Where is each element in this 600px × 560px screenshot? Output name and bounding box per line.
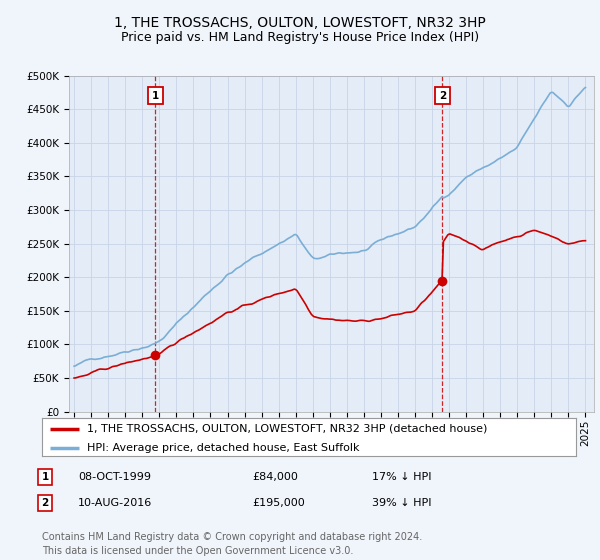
Text: 1: 1 (152, 91, 159, 101)
Text: Price paid vs. HM Land Registry's House Price Index (HPI): Price paid vs. HM Land Registry's House … (121, 31, 479, 44)
Text: 39% ↓ HPI: 39% ↓ HPI (372, 498, 431, 508)
Text: Contains HM Land Registry data © Crown copyright and database right 2024.
This d: Contains HM Land Registry data © Crown c… (42, 531, 422, 556)
Text: £195,000: £195,000 (252, 498, 305, 508)
Text: 08-OCT-1999: 08-OCT-1999 (78, 472, 151, 482)
Text: 1: 1 (41, 472, 49, 482)
Text: 2: 2 (41, 498, 49, 508)
Text: 1, THE TROSSACHS, OULTON, LOWESTOFT, NR32 3HP (detached house): 1, THE TROSSACHS, OULTON, LOWESTOFT, NR3… (88, 423, 488, 433)
Text: 10-AUG-2016: 10-AUG-2016 (78, 498, 152, 508)
Text: £84,000: £84,000 (252, 472, 298, 482)
Text: 1, THE TROSSACHS, OULTON, LOWESTOFT, NR32 3HP: 1, THE TROSSACHS, OULTON, LOWESTOFT, NR3… (114, 16, 486, 30)
Text: 17% ↓ HPI: 17% ↓ HPI (372, 472, 431, 482)
Text: 2: 2 (439, 91, 446, 101)
Text: HPI: Average price, detached house, East Suffolk: HPI: Average price, detached house, East… (88, 442, 360, 452)
